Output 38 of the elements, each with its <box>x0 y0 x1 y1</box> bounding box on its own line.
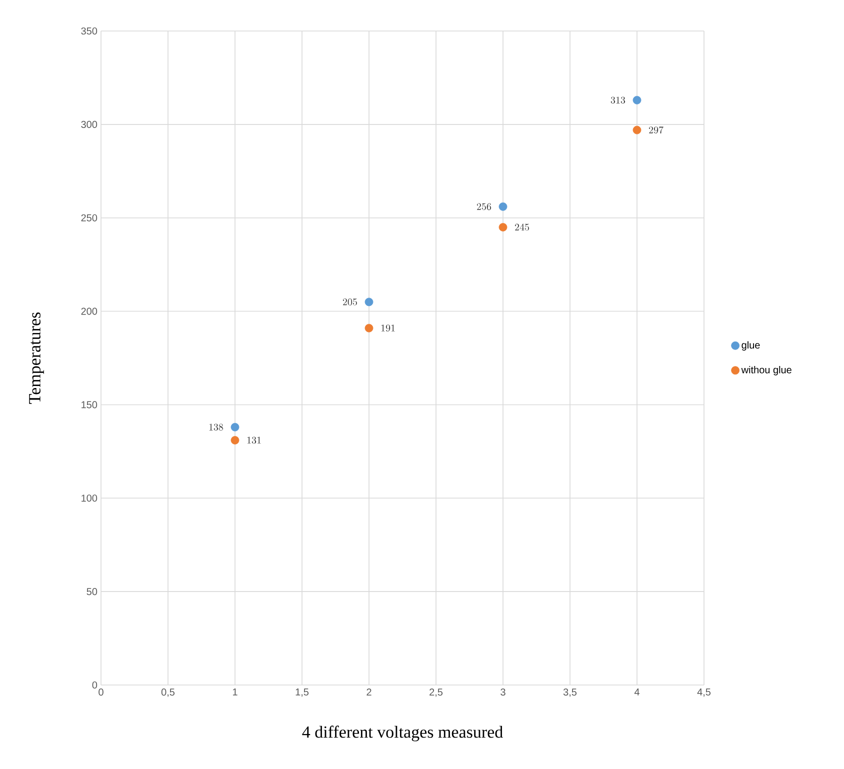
point <box>230 436 240 444</box>
x-axis-title: 4 different voltages measured <box>302 726 503 742</box>
y-tick-label: 250 <box>81 214 98 222</box>
point <box>364 298 374 306</box>
data-label: 191 <box>381 324 395 332</box>
x-tick-label: 4 <box>634 688 640 696</box>
x-tick-label: 2,5 <box>430 688 443 697</box>
point <box>498 223 508 232</box>
point <box>498 202 508 211</box>
legend-label: glue <box>742 341 760 351</box>
point <box>632 96 642 104</box>
data-label: 256 <box>476 203 492 210</box>
data-label: 205 <box>342 298 357 306</box>
y-tick-label: 350 <box>81 27 98 35</box>
data-label: 313 <box>610 96 626 104</box>
y-tick-label: 100 <box>82 494 98 502</box>
data-label: 131 <box>247 436 261 444</box>
legend-label: withou glue <box>741 366 792 376</box>
y-tick-label: 0 <box>92 681 98 689</box>
x-tick-label: 0,5 <box>161 688 175 697</box>
x-tick-label: 3,5 <box>563 688 577 697</box>
x-tick-label: 2 <box>366 688 372 696</box>
x-tick-label: 0 <box>98 688 104 696</box>
x-tick-label: 3 <box>500 688 506 696</box>
x-tick-label: 1,5 <box>296 688 309 697</box>
data-label: 297 <box>649 126 664 134</box>
y-tick-label: 300 <box>81 120 98 128</box>
x-tick-label: 4,5 <box>697 688 711 697</box>
data-label: 245 <box>515 224 530 231</box>
y-tick-label: 50 <box>86 588 98 596</box>
point <box>364 324 374 332</box>
y-tick-label: 150 <box>82 401 98 408</box>
y-tick-label: 200 <box>81 308 98 315</box>
data-label: 138 <box>209 424 224 431</box>
y-axis-title: Temperatures <box>29 312 44 404</box>
point <box>632 126 642 134</box>
point <box>230 422 240 432</box>
x-tick-label: 1 <box>232 688 238 696</box>
